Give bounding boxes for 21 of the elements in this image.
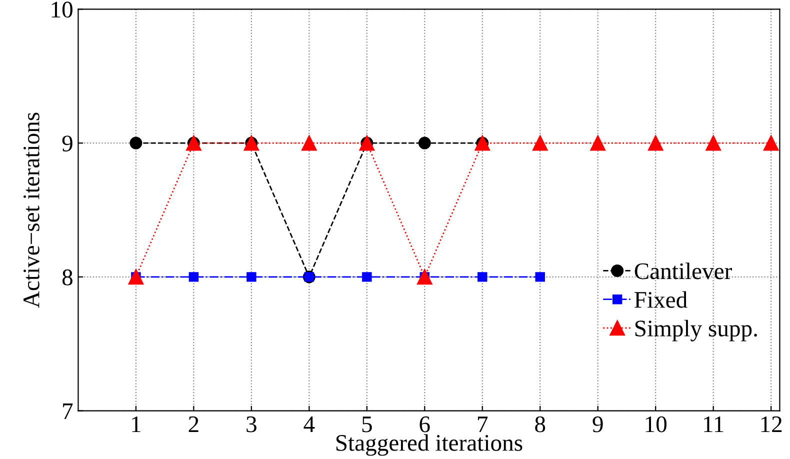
x-tick-label: 6 (420, 416, 430, 432)
x-tick-label: 9 (592, 416, 603, 432)
x-tick-label: 4 (304, 416, 315, 432)
y-tick-label: 7 (63, 404, 73, 419)
y-axis-title: Active−set iterations (24, 112, 40, 308)
y-tick-label: 8 (62, 269, 72, 286)
legend-label: Cantilever (634, 262, 732, 280)
x-tick-label: 11 (704, 416, 724, 432)
y-tick-label: 10 (52, 2, 72, 18)
x-tick-label: 12 (761, 416, 782, 432)
x-tick-label: 3 (246, 416, 256, 432)
x-tick-label: 5 (362, 416, 372, 432)
x-tick-label: 10 (646, 416, 666, 432)
x-tick-label: 1 (132, 416, 140, 432)
x-axis-title: Staggered iterations (336, 434, 522, 456)
x-tick-label: 8 (535, 416, 546, 432)
y-tick-label: 9 (62, 136, 72, 152)
legend-label: Fixed (634, 291, 688, 308)
legend-label: Simply supp. (635, 320, 757, 342)
x-tick-label: 2 (188, 416, 198, 432)
x-tick-label: 7 (478, 416, 488, 432)
